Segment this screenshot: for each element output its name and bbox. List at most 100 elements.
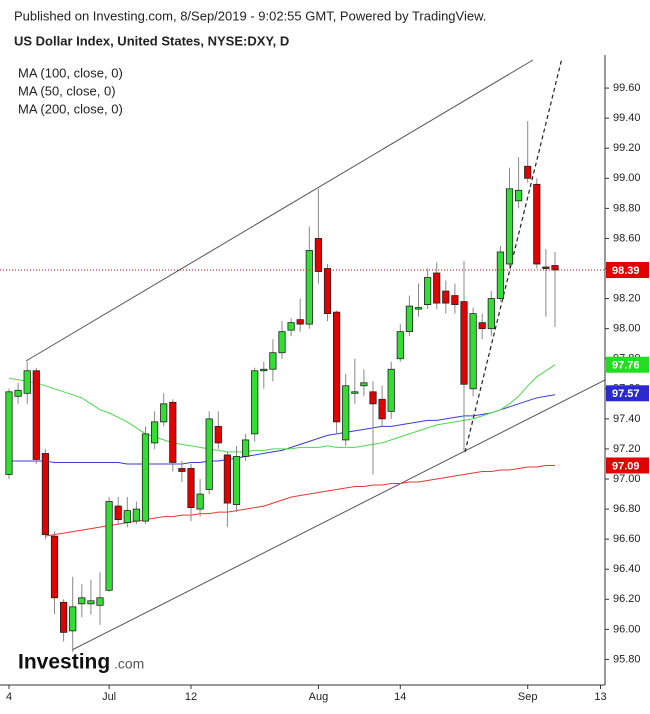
y-tick-label: 97.20 xyxy=(613,443,641,455)
candle-body xyxy=(524,165,532,179)
chart-title: US Dollar Index, United States, NYSE:DXY… xyxy=(14,33,289,48)
candle-body xyxy=(478,322,486,330)
candle-body xyxy=(232,456,241,505)
price-tag-label: 97.09 xyxy=(612,460,640,472)
y-tick-label: 99.40 xyxy=(613,112,641,124)
y-tick-label: 96.00 xyxy=(613,623,641,635)
candle-body xyxy=(378,398,386,420)
x-tick-label: 4 xyxy=(6,691,12,703)
candle-body xyxy=(387,368,395,412)
candle-body xyxy=(414,307,423,310)
candle-body xyxy=(160,403,168,423)
channel-lower xyxy=(71,379,605,651)
candle-body xyxy=(551,265,559,271)
candle-body xyxy=(223,454,231,504)
logo-main: Investing xyxy=(18,651,110,674)
candle-body xyxy=(342,385,350,441)
price-tag-label: 97.76 xyxy=(612,360,640,372)
y-tick-label: 99.20 xyxy=(613,142,641,154)
candle-body xyxy=(287,322,295,331)
candle-body xyxy=(323,268,332,315)
price-tag xyxy=(606,262,649,279)
candle-body xyxy=(105,501,113,591)
price-tag xyxy=(606,356,649,373)
y-tick-label: 99.60 xyxy=(613,82,641,94)
published-note: Published on Investing.com, 8/Sep/2019 -… xyxy=(14,8,486,23)
candle-body xyxy=(487,298,495,330)
candle-body xyxy=(60,601,68,633)
ma-line xyxy=(9,394,556,465)
x-tick-label: Jul xyxy=(102,691,116,703)
x-tick-label: 13 xyxy=(594,691,606,703)
candle-body xyxy=(251,370,259,435)
trend-dashed xyxy=(464,57,563,453)
candle-body xyxy=(123,510,131,524)
candle-body xyxy=(542,266,550,269)
price-tag xyxy=(606,457,649,474)
y-tick-label: 99.00 xyxy=(613,172,641,184)
logo-suffix: .com xyxy=(114,656,144,672)
candle-body xyxy=(505,188,514,265)
y-tick-label: 96.20 xyxy=(613,593,641,605)
axes: 95.80 96.00 96.20 96.40 96.60 96.80 97.00 97.20… xyxy=(6,82,649,703)
candle-body xyxy=(14,389,22,397)
candle-body xyxy=(69,606,77,632)
candle-body xyxy=(433,272,441,304)
y-tick-label: 98.20 xyxy=(613,292,641,304)
candle-body xyxy=(260,368,268,372)
candle-body xyxy=(278,331,286,354)
candle-body xyxy=(169,401,177,463)
candle-body xyxy=(141,433,150,522)
x-tick-label: Sep xyxy=(518,691,538,703)
price-tag-label: 97.57 xyxy=(612,388,640,400)
candle-body xyxy=(87,600,95,605)
price-tag-label: 98.39 xyxy=(612,265,640,277)
candle-body xyxy=(533,183,541,265)
y-tick-label: 96.80 xyxy=(613,503,641,515)
candle-body xyxy=(196,493,204,510)
legend-entry: MA (100, close, 0) xyxy=(18,65,123,80)
candle-body xyxy=(305,250,313,325)
candle-body xyxy=(178,468,186,472)
candle-body xyxy=(442,290,450,304)
candle-body xyxy=(150,421,159,444)
y-tick-label: 97.00 xyxy=(613,473,641,485)
candle-body xyxy=(241,439,250,457)
candle-body xyxy=(41,453,50,536)
candle-body xyxy=(5,391,13,475)
price-tag xyxy=(606,385,649,402)
candle-body xyxy=(460,301,468,385)
legend-entry: MA (50, close, 0) xyxy=(18,83,116,98)
x-tick-label: 12 xyxy=(185,691,197,703)
candle-body xyxy=(32,370,40,460)
candle-body xyxy=(205,418,213,490)
candle-body xyxy=(369,391,377,405)
candle-body xyxy=(451,295,459,305)
candle-body xyxy=(187,468,195,508)
candle-body xyxy=(405,305,414,333)
candle-body xyxy=(114,505,122,521)
x-tick-label: 14 xyxy=(394,691,406,703)
candle-body xyxy=(214,425,222,444)
candle-body xyxy=(332,311,341,423)
legend-entry: MA (200, close, 0) xyxy=(18,101,123,116)
y-tick-label: 98.60 xyxy=(613,232,641,244)
candle-body xyxy=(23,370,31,394)
candle-body xyxy=(96,597,104,606)
ma-line xyxy=(45,465,555,537)
drawings xyxy=(25,57,605,651)
candle-body xyxy=(351,391,359,394)
candle-body xyxy=(469,313,477,390)
candle-body xyxy=(314,238,323,272)
y-tick-label: 95.80 xyxy=(613,653,641,665)
y-tick-label: 98.80 xyxy=(613,202,641,214)
candle-body xyxy=(496,251,505,299)
candle-body xyxy=(515,189,523,202)
y-tick-label: 96.60 xyxy=(613,533,641,545)
candle-body xyxy=(132,508,140,522)
y-tick-label: 96.40 xyxy=(613,563,641,575)
channel-upper xyxy=(25,59,534,362)
candle-body xyxy=(296,319,304,325)
x-tick-label: Aug xyxy=(309,691,329,703)
